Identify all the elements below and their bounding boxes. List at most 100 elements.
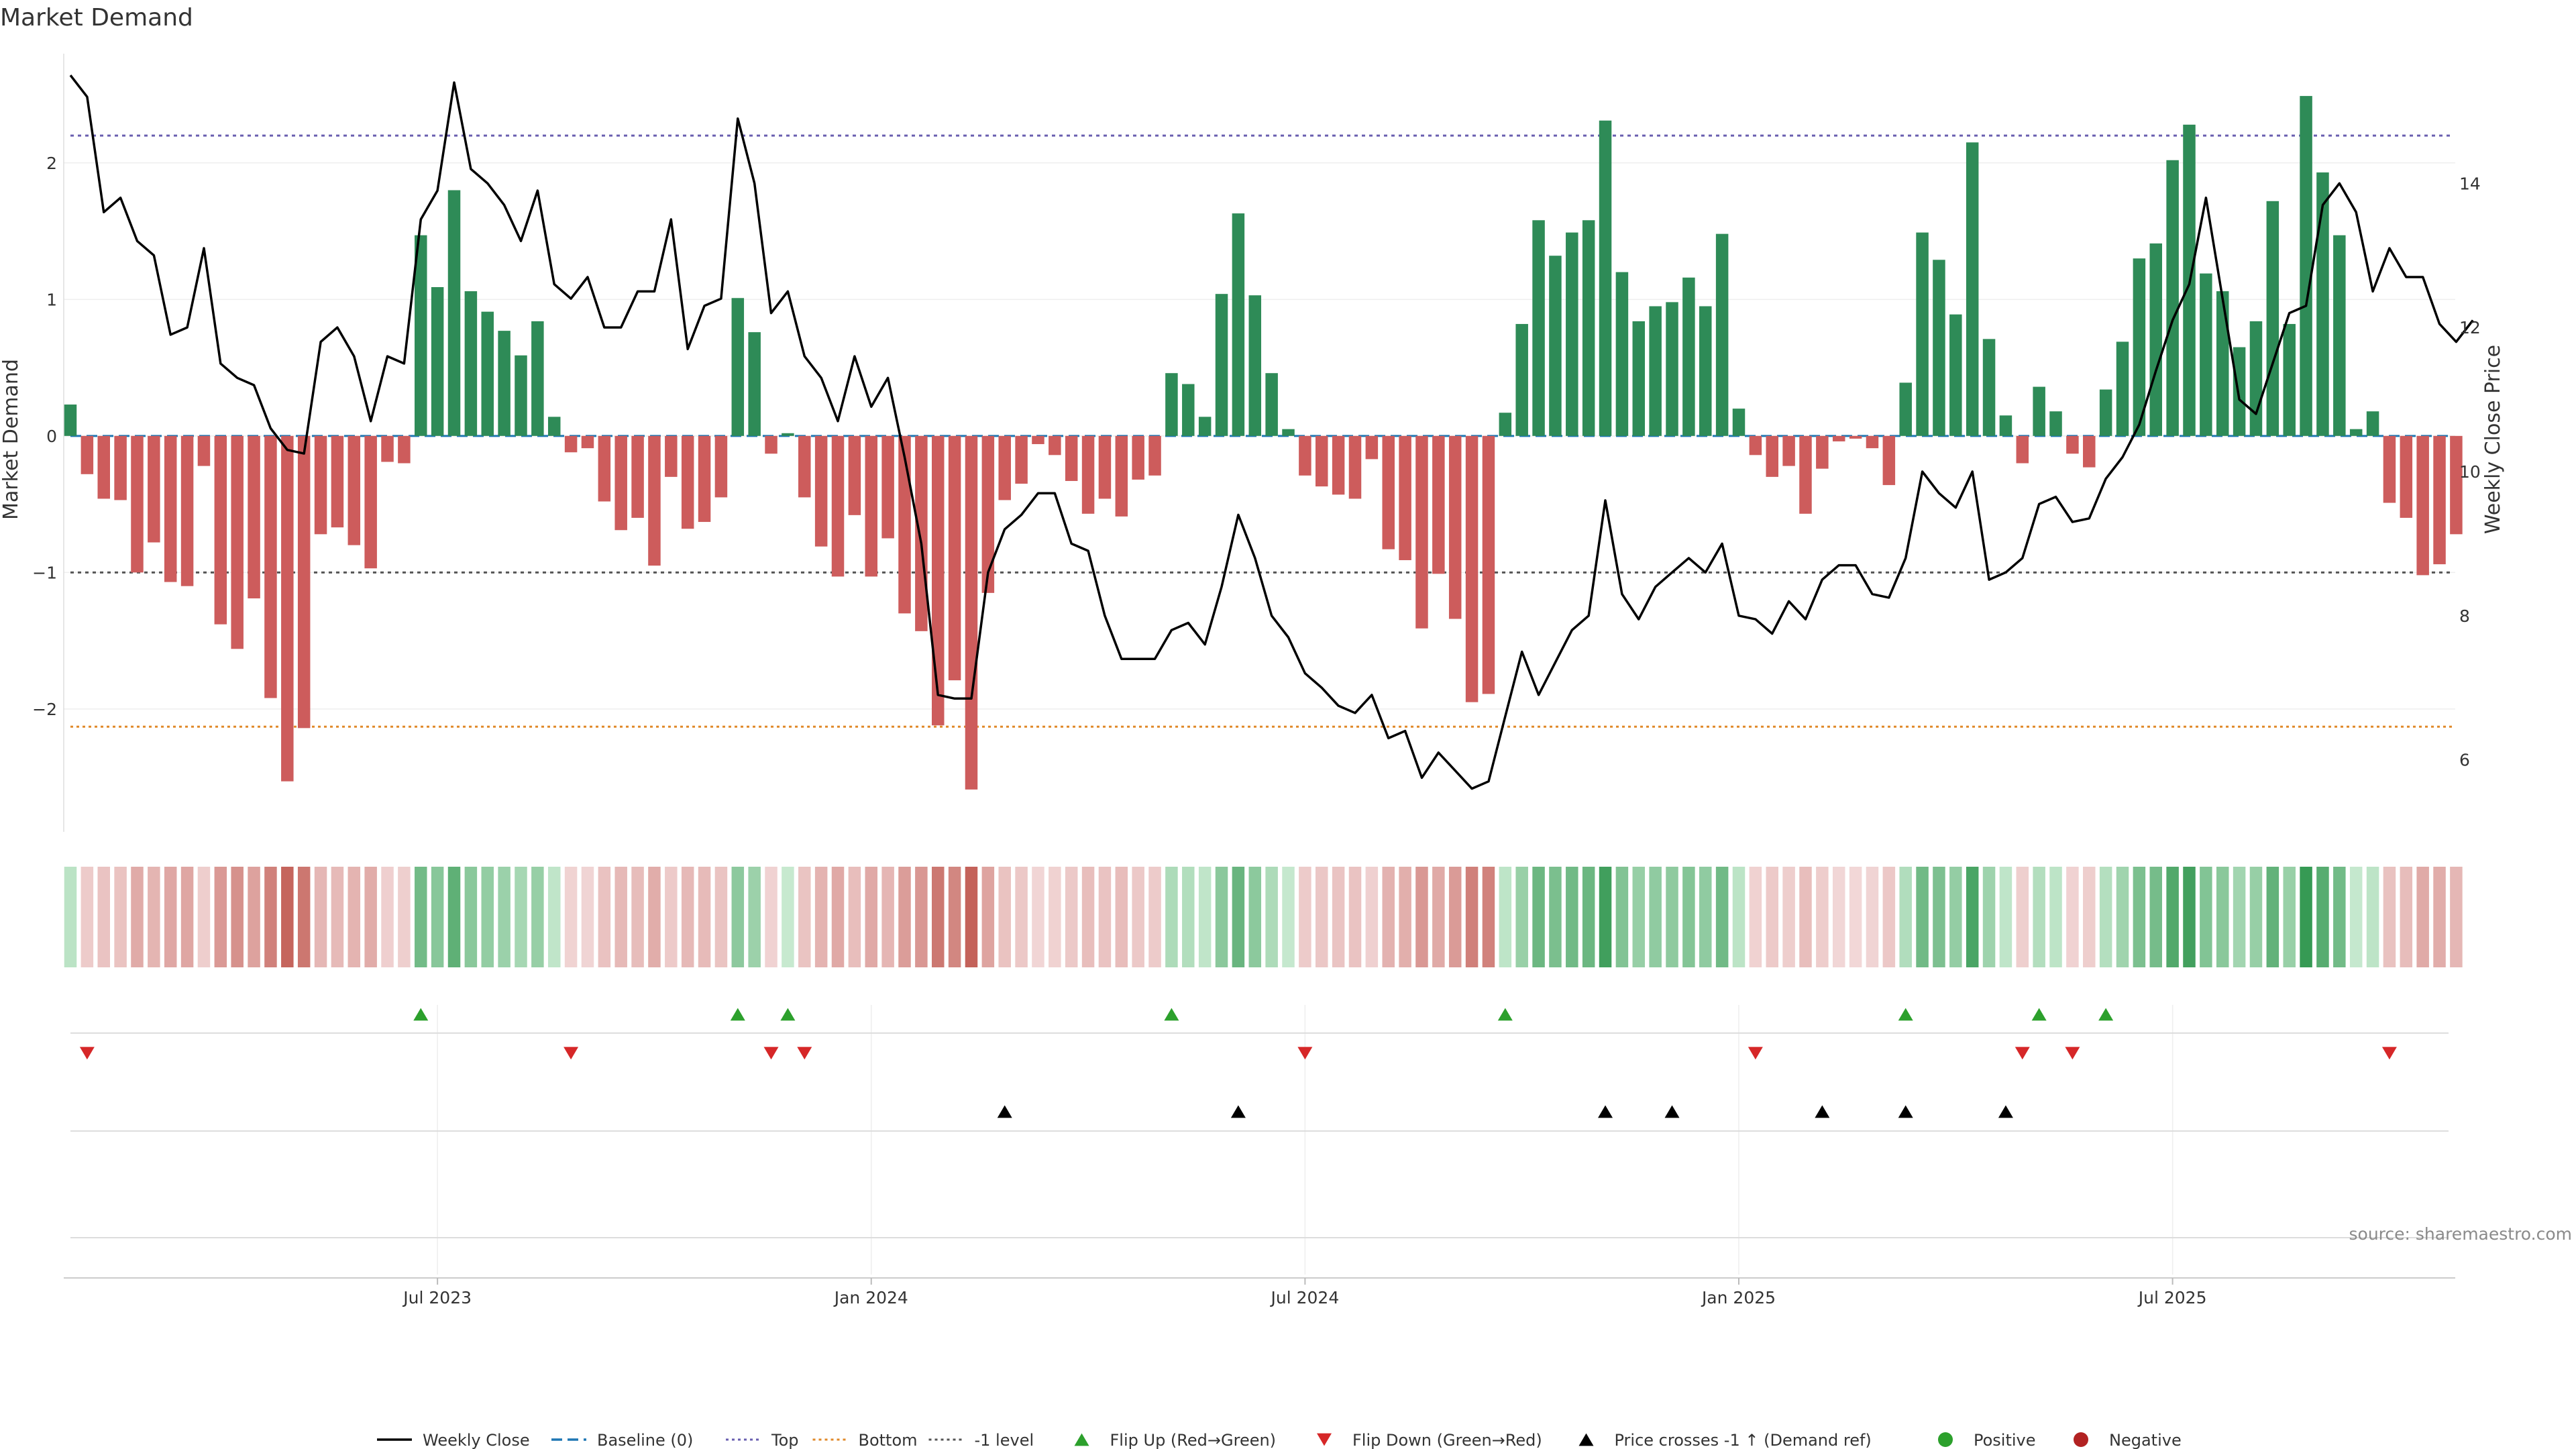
positive-bar (1549, 256, 1562, 436)
negative-bar (1148, 435, 1161, 476)
legend-label: Flip Up (Red→Green) (1110, 1431, 1277, 1449)
heat-cell (64, 867, 77, 967)
heat-cell (2216, 867, 2229, 967)
heat-cell (831, 867, 845, 967)
heat-cell (515, 867, 527, 967)
heat-cell (1432, 867, 1445, 967)
negative-bar (398, 435, 411, 464)
heat-cell (1132, 867, 1144, 967)
heat-cell (1766, 867, 1778, 967)
positive-bar (1499, 413, 1512, 436)
positive-bar (2200, 273, 2212, 436)
heat-cell (2283, 867, 2296, 967)
heat-cell (798, 867, 811, 967)
negative-bar (865, 435, 878, 577)
positive-bar (1982, 339, 1996, 436)
negative-bar (681, 435, 694, 529)
heat-cell (1899, 867, 1912, 967)
demand-heat-strip (64, 867, 2463, 967)
negative-bar (1749, 435, 1762, 455)
negative-bar (1816, 435, 1829, 469)
positive-bar (1232, 213, 1245, 436)
flip-up-marker (413, 1008, 429, 1021)
heat-cell (681, 867, 694, 967)
heat-cell (2383, 867, 2396, 967)
heat-cell (898, 867, 911, 967)
negative-bar (648, 435, 661, 566)
heat-cell (2149, 867, 2162, 967)
heat-cell (1081, 867, 1095, 967)
heat-cell (214, 867, 227, 967)
heat-cell (431, 867, 444, 967)
legend-item: Flip Down (Green→Red) (1317, 1431, 1542, 1449)
heat-cell (1499, 867, 1512, 967)
price-cross-marker (1664, 1105, 1680, 1118)
negative-bar (848, 435, 861, 515)
heat-cell (998, 867, 1011, 967)
heat-cell (1599, 867, 1612, 967)
heat-cell (1198, 867, 1212, 967)
negative-bar (2433, 435, 2446, 565)
heat-cell (665, 867, 678, 967)
negative-bar (131, 435, 144, 573)
negative-bar (814, 435, 828, 547)
heat-cell (1365, 867, 1379, 967)
positive-bar (2099, 389, 2112, 436)
negative-bar (114, 435, 127, 500)
heat-cell (614, 867, 627, 967)
positive-bar (1615, 272, 1629, 436)
heat-cell (314, 867, 327, 967)
heat-cell (447, 867, 461, 967)
heat-cell (865, 867, 878, 967)
negative-bar (698, 435, 711, 523)
positive-bar (2249, 321, 2263, 436)
positive-bar (1699, 306, 1712, 436)
heat-cell (197, 867, 211, 967)
legend-item: Positive (1938, 1431, 2036, 1449)
heat-cell (1015, 867, 1028, 967)
heat-cell (1482, 867, 1495, 967)
positive-bar (2333, 235, 2346, 436)
negative-bar (1415, 435, 1428, 629)
chart-title: Market Demand (0, 4, 193, 32)
positive-bar (1566, 232, 1578, 436)
signal-markers (79, 1008, 2397, 1118)
positive-bar (515, 355, 527, 436)
heat-cell (2033, 867, 2045, 967)
x-axis-ticks: Jul 2023 Jan 2024 Jul 2024 Jan 2025 Jul 2025 (402, 1278, 2206, 1307)
negative-bar (331, 435, 344, 528)
heat-cell (1749, 867, 1762, 967)
x-tick-label: Jan 2025 (1701, 1288, 1776, 1307)
heat-cell (2249, 867, 2263, 967)
positive-bar (464, 291, 478, 436)
y-tick-label: 0 (46, 427, 57, 446)
heat-cell (814, 867, 828, 967)
negative-bar (2016, 435, 2029, 464)
positive-bar (547, 417, 561, 436)
heat-cell (131, 867, 144, 967)
positive-bar (1215, 294, 1228, 436)
positive-bar (1649, 306, 1662, 436)
negative-bar (1799, 435, 1812, 514)
heat-cell (581, 867, 594, 967)
heat-cell (347, 867, 361, 967)
negative-bar (2083, 435, 2096, 468)
negative-bar (248, 435, 260, 598)
negative-bar (264, 435, 277, 698)
negative-bar (1316, 435, 1328, 487)
flip-down-marker (564, 1046, 579, 1060)
positive-bar (1732, 409, 1746, 436)
positive-bar (2316, 172, 2329, 436)
heat-cell (1265, 867, 1278, 967)
heat-cell (1566, 867, 1578, 967)
positive-bar (2033, 386, 2045, 436)
positive-bar (748, 332, 761, 436)
positive-bar (1265, 373, 1278, 436)
heat-cell (1316, 867, 1328, 967)
positive-bar (2216, 291, 2229, 436)
positive-bar (1916, 232, 1929, 436)
positive-bar (1182, 384, 1195, 436)
positive-bar (2366, 411, 2379, 436)
positive-bar (2049, 411, 2062, 436)
